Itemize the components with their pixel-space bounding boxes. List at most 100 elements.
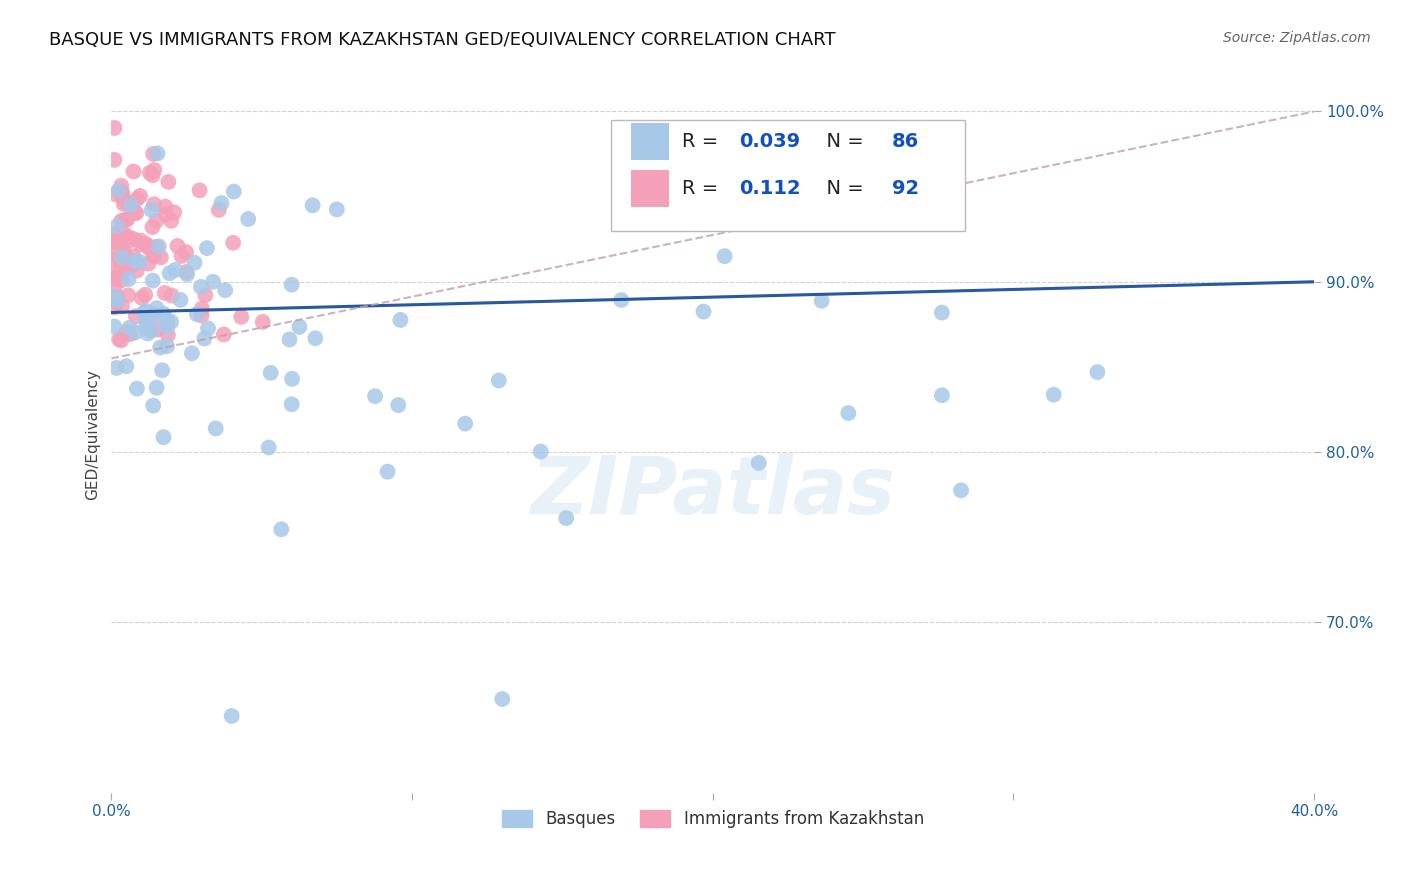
Point <box>1087 365 1109 379</box>
Point <box>201 275 224 289</box>
Point <box>190 280 212 294</box>
Point <box>112 226 135 240</box>
Y-axis label: GED/Equivalency: GED/Equivalency <box>86 369 100 500</box>
Point <box>138 242 160 256</box>
Point <box>103 301 125 315</box>
Point <box>191 301 214 316</box>
Point <box>103 227 125 241</box>
Point <box>110 333 132 347</box>
Point <box>145 301 167 315</box>
Point <box>103 280 125 294</box>
Point <box>326 202 349 217</box>
Point <box>931 388 953 402</box>
Point <box>125 254 148 268</box>
Point <box>125 263 148 277</box>
Point <box>105 219 128 233</box>
Point <box>129 237 152 252</box>
Point <box>122 232 145 246</box>
Point <box>134 287 156 301</box>
Point <box>252 315 274 329</box>
Point <box>141 307 163 321</box>
Text: R =: R = <box>682 132 724 152</box>
Point <box>150 363 173 377</box>
Point <box>111 260 134 275</box>
Point <box>135 304 157 318</box>
Point <box>454 417 477 431</box>
Point <box>142 168 165 182</box>
Point <box>837 406 859 420</box>
Point <box>238 212 260 227</box>
Point <box>134 236 156 251</box>
Point <box>125 206 148 220</box>
Point <box>125 382 148 396</box>
Point <box>105 295 128 310</box>
Point <box>127 192 149 206</box>
Point <box>124 326 146 340</box>
Point <box>143 163 166 178</box>
Point <box>114 248 136 262</box>
Point <box>103 270 125 285</box>
Text: 0.112: 0.112 <box>740 178 801 198</box>
Text: 86: 86 <box>891 132 920 152</box>
Point <box>195 241 218 255</box>
Point <box>103 233 125 247</box>
Point <box>124 205 146 219</box>
Point <box>188 183 211 197</box>
Point <box>176 267 198 281</box>
Point <box>748 456 770 470</box>
Point <box>122 164 145 178</box>
Text: N =: N = <box>814 132 870 152</box>
Point <box>110 178 132 193</box>
Point <box>103 252 125 266</box>
Point <box>153 285 176 300</box>
Point <box>152 307 174 321</box>
Point <box>149 341 172 355</box>
Point <box>143 249 166 263</box>
Point <box>111 299 134 313</box>
Point <box>136 238 159 252</box>
Point <box>114 212 136 227</box>
Point <box>105 360 128 375</box>
Point <box>260 366 283 380</box>
Point <box>142 147 165 161</box>
Point <box>301 198 323 212</box>
Point <box>115 325 138 339</box>
Point <box>117 229 139 244</box>
Point <box>117 288 139 302</box>
Point <box>103 290 125 304</box>
Point <box>129 189 152 203</box>
Point <box>163 205 186 219</box>
Point <box>169 293 191 307</box>
Point <box>155 207 177 221</box>
Point <box>149 250 172 264</box>
Point <box>491 692 513 706</box>
Point <box>121 258 143 272</box>
Point <box>364 389 387 403</box>
Bar <box>631 169 669 207</box>
Point <box>211 196 233 211</box>
Point <box>105 293 128 308</box>
Point <box>145 240 167 254</box>
Point <box>208 202 231 217</box>
Point <box>103 266 125 280</box>
Point <box>280 397 302 411</box>
Point <box>115 235 138 250</box>
Point <box>190 309 212 323</box>
Point <box>131 291 153 305</box>
Point <box>1042 388 1064 402</box>
Point <box>112 196 135 211</box>
Point <box>288 319 311 334</box>
Point <box>713 249 735 263</box>
Point <box>120 198 142 212</box>
Point <box>110 267 132 281</box>
Point <box>152 430 174 444</box>
Point <box>110 214 132 228</box>
Point <box>146 322 169 336</box>
Point <box>115 359 138 374</box>
Point <box>387 398 409 412</box>
Point <box>105 290 128 304</box>
Point <box>221 709 243 723</box>
Point <box>117 232 139 246</box>
Point <box>128 254 150 268</box>
Point <box>142 399 165 413</box>
